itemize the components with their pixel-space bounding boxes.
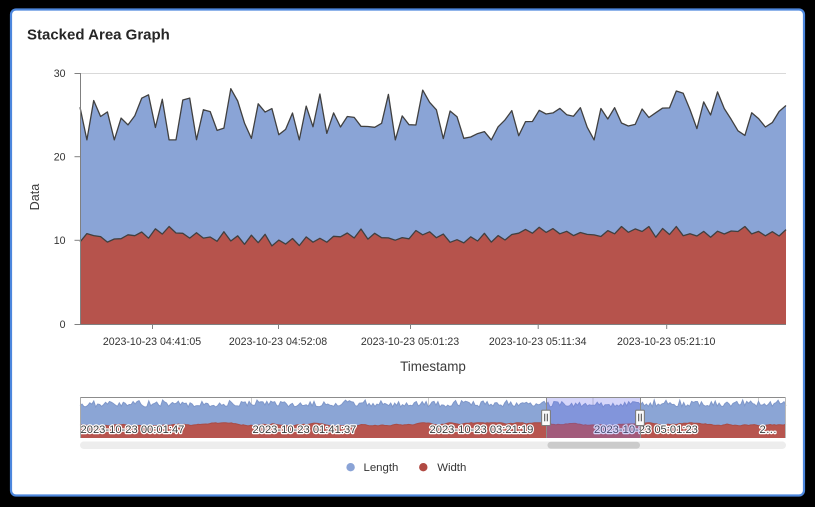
svg-text:2023-10-23 01:41:37: 2023-10-23 01:41:37 (253, 424, 357, 436)
svg-text:10: 10 (54, 235, 66, 247)
svg-text:2…: 2… (760, 424, 777, 436)
svg-text:2023-10-23 00:01:47: 2023-10-23 00:01:47 (81, 424, 185, 436)
svg-text:30: 30 (54, 68, 66, 80)
svg-text:0: 0 (60, 319, 66, 331)
svg-text:2023-10-23 04:41:05: 2023-10-23 04:41:05 (103, 336, 201, 348)
svg-text:20: 20 (54, 152, 66, 164)
svg-text:Stacked Area Graph: Stacked Area Graph (27, 27, 170, 44)
svg-text:2023-10-23 05:11:34: 2023-10-23 05:11:34 (489, 336, 587, 348)
svg-text:Timestamp: Timestamp (400, 359, 466, 374)
svg-text:2023-10-23 03:21:19: 2023-10-23 03:21:19 (430, 424, 534, 436)
svg-text:2023-10-23 05:01:23: 2023-10-23 05:01:23 (594, 424, 698, 436)
svg-text:Data: Data (28, 184, 42, 211)
svg-text:Length: Length (364, 462, 399, 474)
svg-text:Width: Width (437, 462, 466, 474)
svg-text:2023-10-23 05:21:10: 2023-10-23 05:21:10 (617, 336, 715, 348)
svg-text:2023-10-23 05:01:23: 2023-10-23 05:01:23 (361, 336, 459, 348)
svg-text:2023-10-23 04:52:08: 2023-10-23 04:52:08 (229, 336, 327, 348)
